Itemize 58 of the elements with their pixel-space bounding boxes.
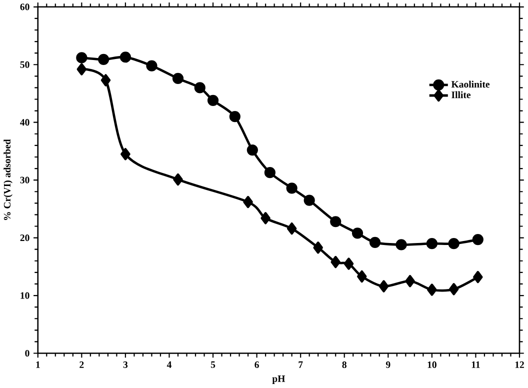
x-tick-label: 8 (342, 362, 346, 368)
point (207, 95, 219, 106)
point (472, 234, 484, 246)
y-tick-label: 10 (20, 292, 30, 300)
legend-label: Kaolinite (451, 80, 490, 88)
point (76, 63, 87, 76)
x-tick-label: 12 (515, 362, 524, 368)
point (286, 222, 297, 235)
x-axis-title: pH (272, 376, 286, 384)
point (246, 144, 258, 156)
y-tick-label: 60 (20, 4, 30, 10)
point (396, 239, 407, 250)
legend-label: Illite (452, 92, 471, 98)
x-tick-label: 2 (80, 362, 84, 368)
point (120, 148, 130, 160)
point (304, 194, 315, 206)
point (448, 238, 460, 250)
point (313, 242, 323, 254)
point (426, 238, 438, 250)
y-tick-label: 50 (20, 62, 30, 68)
point (357, 270, 367, 283)
x-tick-label: 6 (254, 362, 259, 368)
x-tick-label: 7 (298, 362, 303, 368)
point (172, 73, 184, 84)
point (352, 228, 364, 239)
y-tick-label: 20 (20, 234, 30, 242)
point (344, 258, 354, 270)
point (100, 74, 111, 87)
x-tick-label: 3 (123, 362, 128, 368)
x-tick-label: 11 (472, 362, 480, 368)
x-tick-label: 9 (386, 362, 390, 368)
x-tick-label: 4 (166, 362, 172, 368)
point (229, 111, 240, 122)
y-axis-title: % Cr(VI) adsorbed (4, 139, 12, 220)
point (120, 52, 131, 63)
point (264, 167, 276, 178)
point (76, 52, 88, 64)
point (330, 256, 340, 268)
x-tick-label: 10 (428, 362, 436, 368)
point (405, 275, 415, 288)
point (260, 212, 270, 224)
point (369, 237, 381, 248)
x-tick-label: 5 (210, 362, 216, 368)
point (173, 174, 183, 186)
point (330, 216, 342, 228)
y-tick-label: 40 (20, 119, 30, 126)
point (427, 284, 437, 296)
point (286, 182, 298, 194)
point (98, 54, 110, 66)
point (448, 283, 459, 296)
point (146, 60, 158, 72)
point (194, 82, 206, 94)
point (243, 196, 253, 208)
y-tick-label: 30 (20, 176, 30, 184)
point (378, 280, 389, 293)
point (473, 271, 483, 284)
x-tick-label: 1 (36, 362, 40, 368)
y-tick-label: 0 (25, 350, 30, 357)
